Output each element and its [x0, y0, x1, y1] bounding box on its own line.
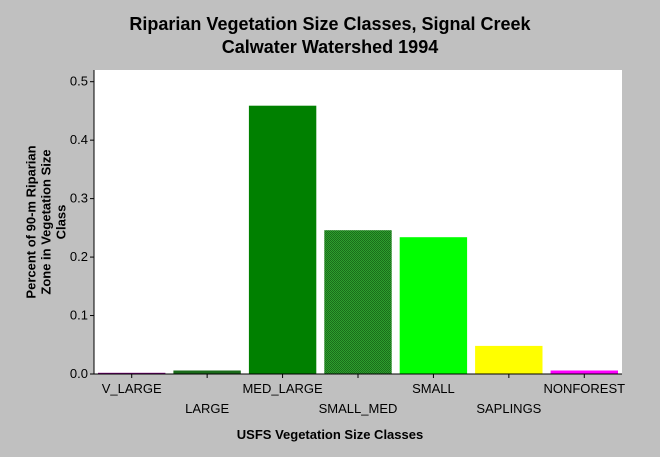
bar-small	[399, 237, 468, 374]
y-axis-label-line-1: Percent of 90-m Riparian	[23, 145, 39, 299]
bar-v-large	[98, 372, 166, 374]
bar-saplings	[475, 345, 543, 374]
bar-small-med	[324, 230, 392, 374]
x-tick-label-nonforest: NONFOREST	[543, 381, 625, 396]
x-tick-label-saplings: SAPLINGS	[476, 401, 541, 416]
y-tick-label: 0.5	[70, 74, 88, 89]
y-axis-label-line-2: Zone in Vegetation Size	[38, 149, 54, 295]
x-tick-label-med-large: MED_LARGE	[242, 381, 323, 396]
y-axis-label-line-3: Class	[53, 204, 69, 240]
x-tick-label-v-large: V_LARGE	[102, 381, 162, 396]
x-tick-label-large: LARGE	[185, 401, 229, 416]
y-tick-label: 0.4	[70, 132, 88, 147]
chart-title-line-1: Riparian Vegetation Size Classes, Signal…	[129, 14, 531, 34]
x-tick-label-small-med: SMALL_MED	[319, 401, 398, 416]
y-tick-label: 0.1	[70, 308, 88, 323]
y-tick-label: 0.0	[70, 366, 88, 381]
y-tick-label: 0.2	[70, 249, 88, 264]
bar-nonforest	[550, 370, 618, 374]
bar-large	[173, 370, 241, 374]
x-axis-label: USFS Vegetation Size Classes	[236, 427, 424, 442]
y-axis-label: Percent of 90-m Riparian Zone in Vegetat…	[24, 92, 69, 352]
x-tick-label-small: SMALL	[412, 381, 455, 396]
y-tick-label: 0.3	[70, 191, 88, 206]
bar-med-large	[248, 105, 317, 374]
chart-title-line-2: Calwater Watershed 1994	[221, 37, 439, 57]
